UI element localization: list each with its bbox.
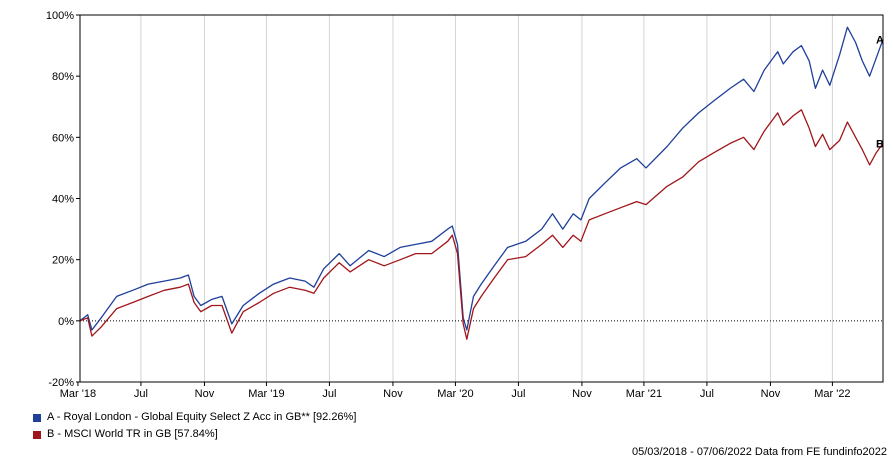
- y-tick-label: 40%: [52, 194, 74, 206]
- y-axis-tick-labels: -20% 0% 20% 40% 60% 80% 100%: [46, 10, 74, 389]
- grid-lines: [140, 15, 833, 382]
- y-tick-label: 60%: [52, 132, 74, 144]
- tick-marks: [76, 14, 833, 386]
- legend: A - Royal London - Global Equity Select …: [33, 409, 356, 443]
- legend-item-a[interactable]: A - Royal London - Global Equity Select …: [33, 409, 356, 426]
- legend-item-b[interactable]: B - MSCI World TR in GB [57.84%]: [33, 426, 356, 443]
- y-tick-label: -20%: [48, 377, 74, 389]
- series-line-b: [79, 109, 884, 340]
- series-end-label-b: B: [876, 138, 884, 150]
- x-tick-label: Mar '20: [437, 388, 473, 400]
- x-tick-label: Jul: [134, 388, 148, 400]
- x-tick-label: Nov: [572, 388, 592, 400]
- legend-swatch-a: [33, 413, 41, 422]
- series-end-labels: AB: [876, 34, 884, 150]
- x-tick-label: Mar '22: [814, 388, 850, 400]
- x-tick-label: Jul: [700, 388, 714, 400]
- x-tick-label: Jul: [511, 388, 525, 400]
- x-axis-tick-labels: Mar '18 Jul Nov Mar '19 Jul Nov Mar '20 Jul Nov M…: [60, 388, 851, 400]
- x-tick-label: Jul: [322, 388, 336, 400]
- x-tick-label: Nov: [761, 388, 781, 400]
- y-tick-label: 80%: [52, 71, 74, 83]
- legend-swatch-b: [33, 430, 41, 439]
- x-tick-label: Mar '18: [60, 388, 96, 400]
- legend-label-a: A - Royal London - Global Equity Select …: [47, 411, 357, 423]
- y-tick-label: 100%: [46, 10, 74, 22]
- x-tick-label: Nov: [383, 388, 403, 400]
- series-line-a: [79, 26, 884, 331]
- x-tick-label: Nov: [195, 388, 215, 400]
- plot-frame: [79, 14, 884, 383]
- date-range-source-note: 05/03/2018 - 07/06/2022 Data from FE fun…: [631, 446, 887, 458]
- series-end-label-a: A: [876, 34, 884, 46]
- series-lines: [79, 26, 884, 340]
- y-tick-label: 0%: [58, 316, 74, 328]
- x-tick-label: Mar '21: [626, 388, 662, 400]
- legend-label-b: B - MSCI World TR in GB [57.84%]: [47, 428, 218, 440]
- y-tick-label: 20%: [52, 255, 74, 267]
- x-tick-label: Mar '19: [248, 388, 284, 400]
